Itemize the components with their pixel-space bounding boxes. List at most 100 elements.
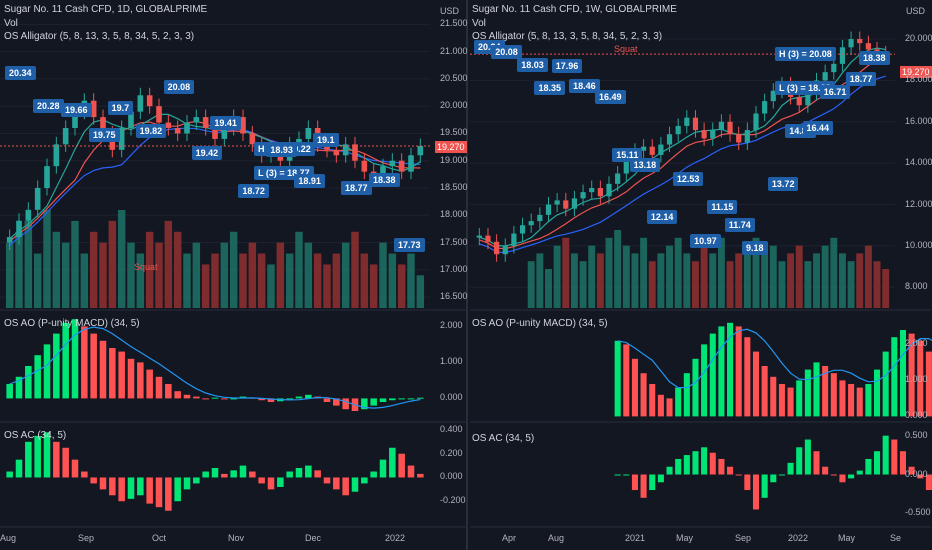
- right-volume-bar: [622, 245, 630, 308]
- right-ac-bar: [744, 474, 751, 491]
- left-price-tick-9: 17.000: [440, 263, 468, 274]
- right-ac-bar: [683, 455, 690, 475]
- left-ao-bar: [34, 355, 41, 399]
- left-volume-bar: [183, 253, 191, 308]
- left-price-tick-10: 16.500: [440, 291, 468, 302]
- right-chart-title: Sugar No. 11 Cash CFD, 1W, GLOBALPRIME: [472, 4, 677, 15]
- left-volume-bar: [5, 242, 14, 308]
- left-volume-bar: [220, 242, 229, 308]
- right-fractal-label: 18.77: [845, 72, 877, 87]
- right-candle-body: [519, 225, 526, 234]
- left-candle-body: [408, 155, 414, 172]
- left-ac-bar: [25, 441, 32, 478]
- right-candle-body: [692, 117, 699, 131]
- left-ac-tick-0: 0.400: [440, 423, 463, 434]
- left-ac-bar: [211, 467, 219, 478]
- left-volume-bar: [416, 275, 425, 308]
- right-ac-bar: [666, 466, 673, 475]
- left-ao-bar: [174, 391, 181, 399]
- right-ac-bar: [692, 451, 699, 475]
- right-ao-bar: [631, 358, 638, 417]
- left-ac-bar: [295, 467, 303, 478]
- right-candle-body: [839, 47, 846, 64]
- left-candle-body: [398, 160, 405, 172]
- left-candle-body: [53, 144, 60, 167]
- left-ac-bar: [71, 459, 79, 478]
- right-time-tick-7: Se: [890, 533, 902, 543]
- right-volume-bar: [700, 245, 708, 308]
- left-price-tick-5: 19.000: [440, 154, 468, 165]
- right-candle-body: [684, 117, 690, 126]
- right-volume-bar: [588, 245, 596, 308]
- right-ac-bar: [778, 474, 785, 476]
- right-candle-body: [701, 130, 707, 139]
- right-time-tick-0: Apr: [502, 533, 517, 543]
- left-candle-body: [25, 209, 32, 221]
- left-ao-bar: [90, 333, 97, 399]
- right-fractal-label: 18.03: [517, 57, 548, 72]
- right-time-tick-4: Sep: [735, 533, 752, 543]
- left-ao-bar: [333, 398, 340, 406]
- left-ac-tick-3: -0.200: [440, 495, 466, 506]
- left-ac-bar: [323, 477, 331, 484]
- right-ao-bar: [908, 333, 915, 417]
- left-time-tick-0: Aug: [0, 533, 17, 543]
- right-volume-bar: [787, 253, 795, 308]
- left-fractal-label: 19.42: [191, 145, 223, 160]
- left-squat-label: Squat: [134, 262, 158, 272]
- right-candle-body: [502, 245, 508, 255]
- right-volume-bar: [726, 261, 734, 308]
- left-ao-tick-1: 1.000: [440, 356, 463, 367]
- left-volume-bar: [127, 242, 135, 308]
- left-ao-bar: [109, 348, 116, 399]
- left-ac-bar: [193, 477, 200, 484]
- right-ao-bar: [692, 358, 699, 417]
- right-ao-bar: [874, 369, 881, 417]
- left-time-tick-1: Sep: [78, 533, 95, 543]
- left-volume-bar: [257, 253, 266, 308]
- left-ac-bar: [155, 477, 163, 508]
- left-ao-bar: [165, 384, 172, 399]
- right-ao-bar: [804, 369, 811, 417]
- right-ao-bar: [917, 340, 924, 417]
- right-candle-body: [545, 204, 552, 215]
- right-ac-bar: [830, 474, 837, 476]
- left-candle-body: [417, 146, 424, 156]
- left-ac-bar: [398, 453, 405, 478]
- right-ac-bar: [891, 439, 898, 475]
- left-price-tag: 19.270: [435, 141, 467, 153]
- right-ao-bar: [752, 351, 760, 417]
- right-ao-bar: [744, 337, 751, 417]
- left-chart-title: Sugar No. 11 Cash CFD, 1D, GLOBALPRIME: [4, 4, 208, 15]
- right-candle-body: [848, 39, 854, 48]
- right-volume-bar: [838, 253, 846, 308]
- right-ao-bar: [822, 366, 829, 417]
- left-ao-title: OS AO (P-unity MACD) (34, 5): [4, 318, 140, 329]
- right-ac-tick-2: -0.500: [905, 507, 931, 518]
- left-ao-bar: [258, 398, 265, 401]
- right-candle-body: [736, 134, 742, 143]
- left-ac-bar: [127, 477, 135, 499]
- right-candle-body: [805, 92, 811, 106]
- left-ao-bar: [62, 322, 69, 399]
- right-ac-tick-1: 0.000: [905, 468, 928, 479]
- right-price-tick-2: 16.000: [905, 115, 932, 126]
- right-volume-bar: [666, 245, 673, 308]
- right-candle-body: [580, 192, 586, 199]
- right-fractal-label: 9.18: [741, 240, 768, 255]
- left-ao-bar: [6, 384, 13, 399]
- left-ao-bar: [370, 398, 377, 406]
- right-volume-bar: [614, 230, 622, 308]
- right-time-tick-5: 2022: [788, 533, 809, 543]
- right-ao-bar: [899, 330, 906, 417]
- left-candle-body: [146, 95, 153, 107]
- right-ao-bar: [735, 326, 742, 417]
- left-volume-bar: [397, 264, 406, 308]
- left-fractal-label: 18.38: [369, 172, 400, 187]
- right-price-tag: 19.270: [900, 66, 932, 78]
- left-candle-body: [305, 128, 312, 139]
- left-ac-bar: [146, 477, 153, 504]
- right-ac-bar: [709, 452, 716, 475]
- right-volume-bar: [605, 237, 613, 308]
